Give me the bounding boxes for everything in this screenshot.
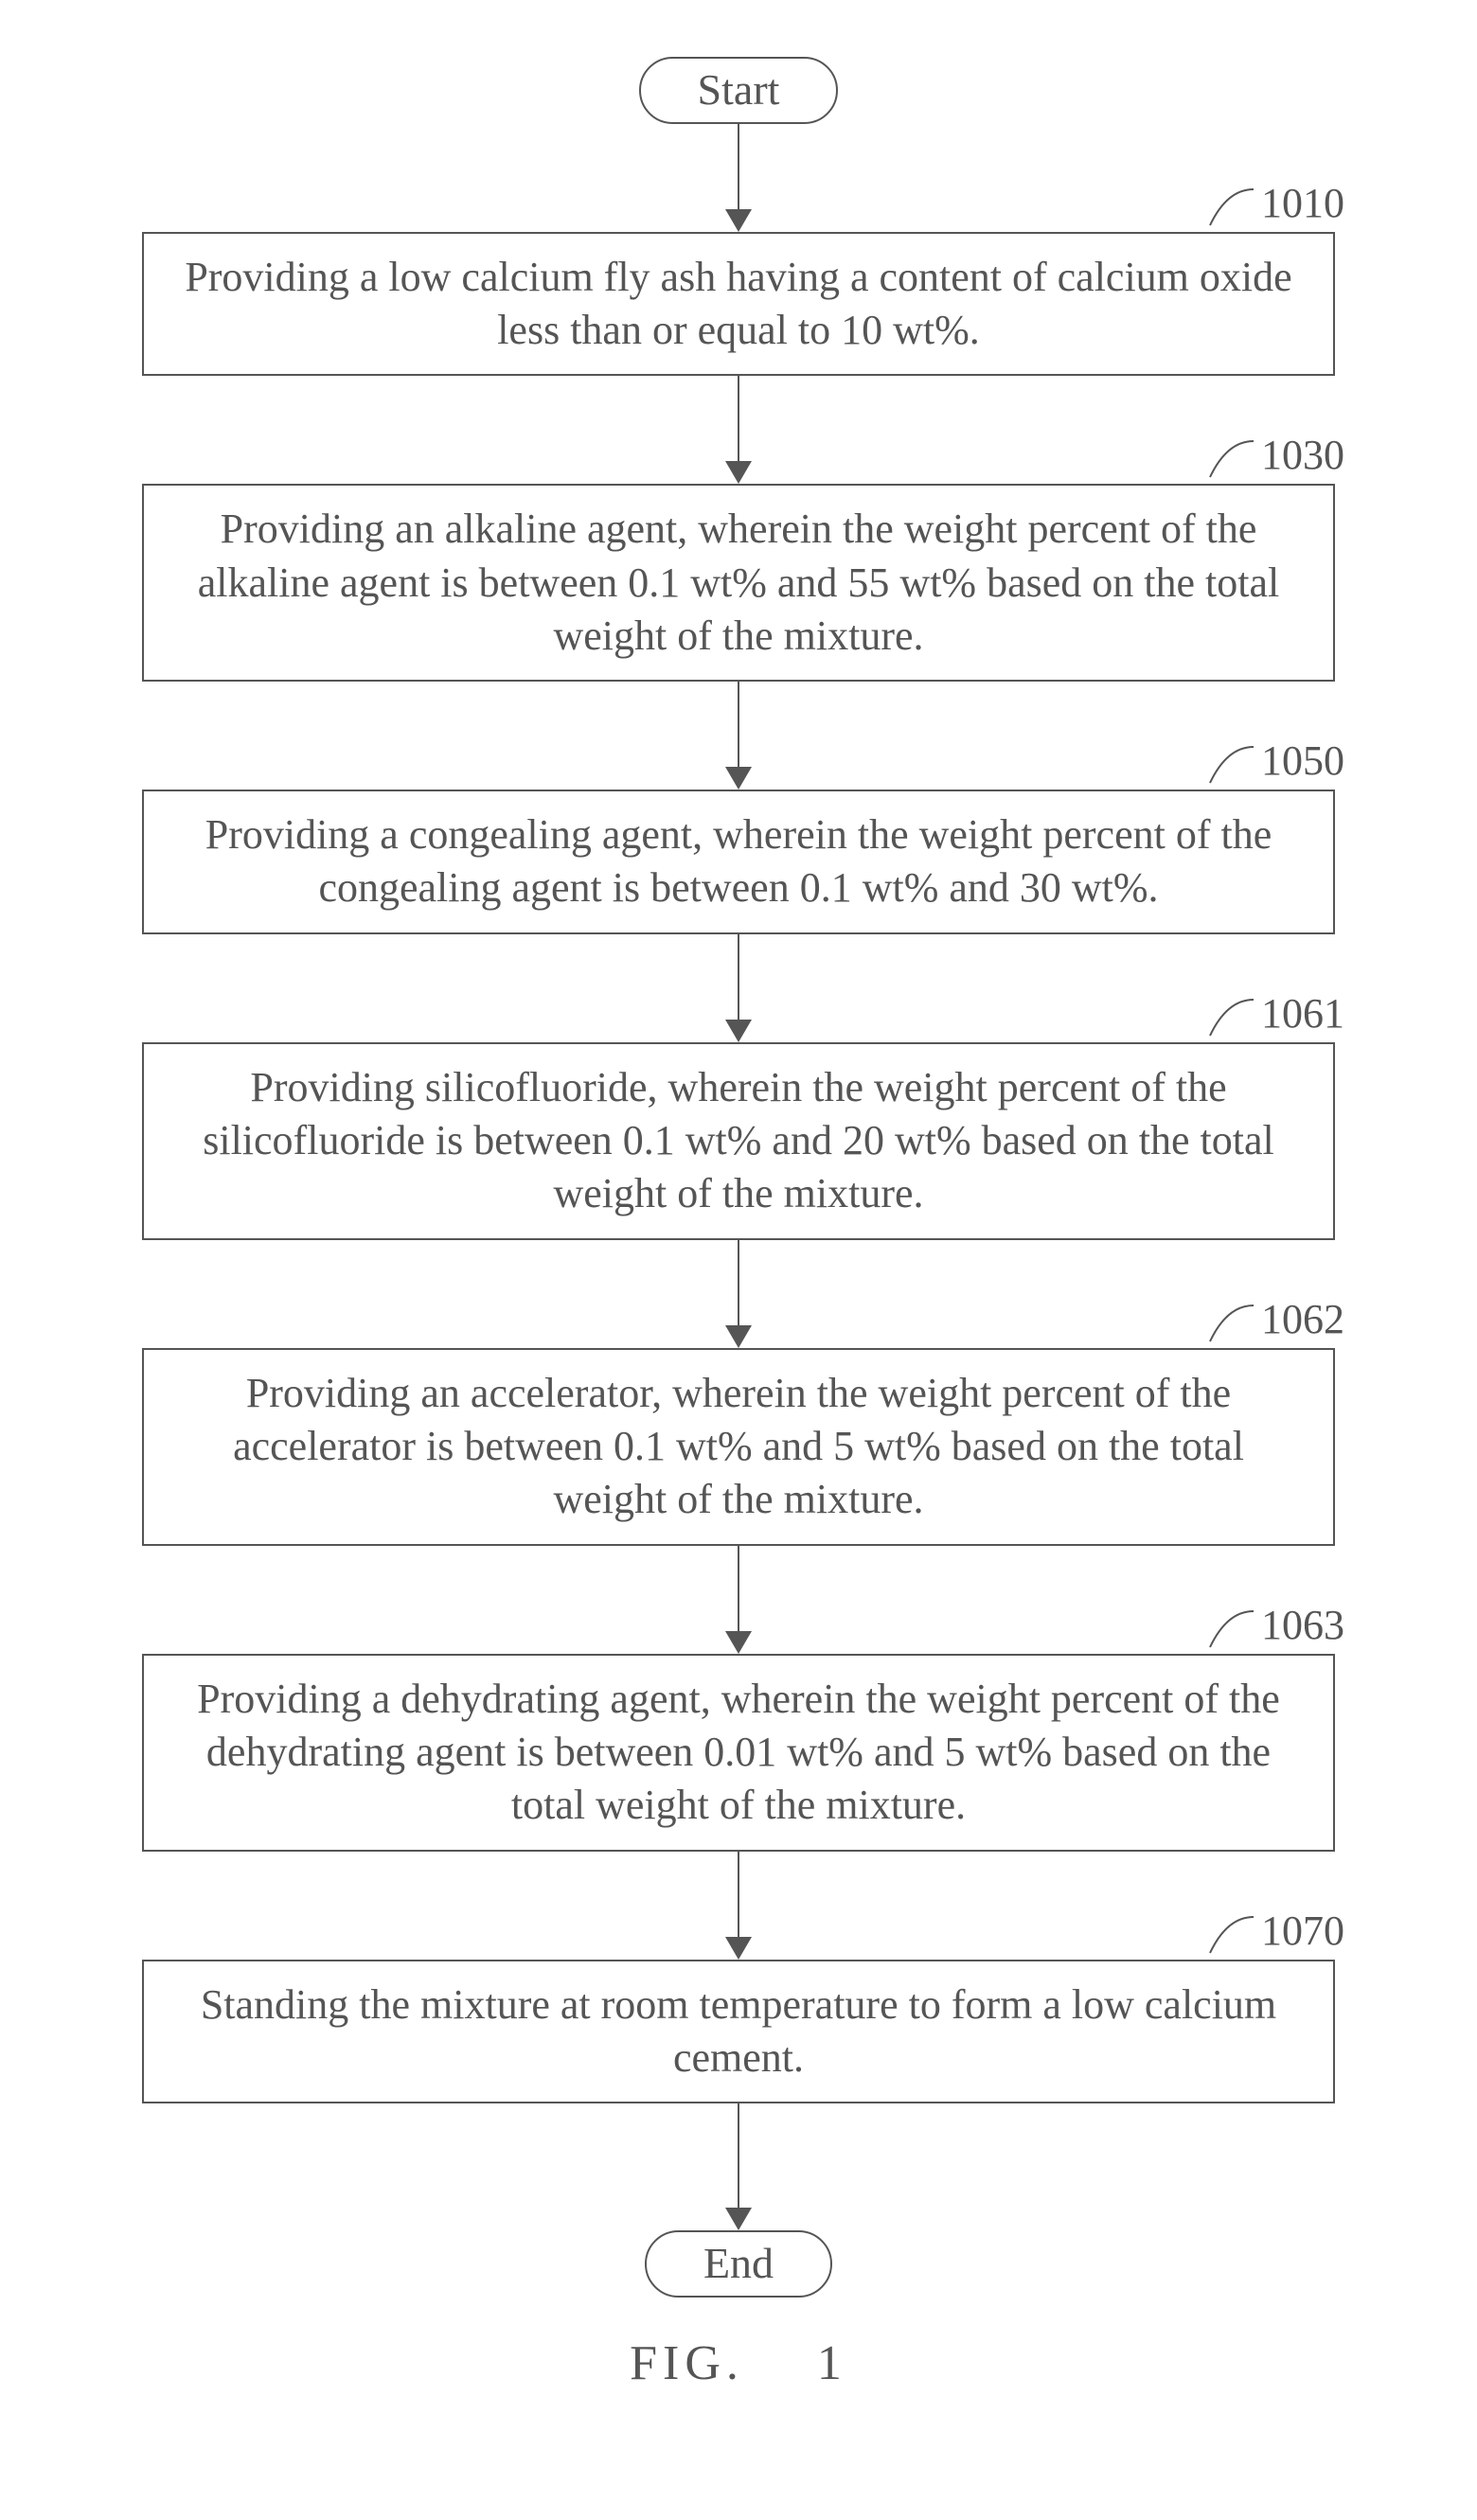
step-ref-label: 1063	[1208, 1601, 1344, 1649]
step-wrap: 1070 Standing the mixture at room temper…	[142, 1960, 1335, 2104]
arrow-head	[725, 1631, 752, 1654]
arrow-shaft	[738, 2103, 739, 2208]
flowchart-container: Start 1010 Providing a low calcium fly a…	[0, 57, 1477, 2391]
step-ref-text: 1070	[1261, 1907, 1344, 1955]
arrow-head	[725, 1937, 752, 1960]
step-ref-label: 1030	[1208, 431, 1344, 479]
step-text: Providing an alkaline agent, wherein the…	[198, 506, 1279, 659]
label-hook	[1208, 1609, 1255, 1649]
step-ref-text: 1061	[1261, 989, 1344, 1038]
arrow-head	[725, 209, 752, 232]
start-terminator: Start	[639, 57, 839, 124]
step-wrap: 1050 Providing a congealing agent, where…	[142, 790, 1335, 934]
step-text: Providing a dehydrating agent, wherein t…	[197, 1676, 1280, 1829]
figure-caption-text: FIG. 1	[630, 2336, 847, 2390]
step-ref-label: 1070	[1208, 1907, 1344, 1955]
step-ref-text: 1063	[1261, 1601, 1344, 1649]
end-terminator: End	[645, 2230, 832, 2298]
step-box: Providing a dehydrating agent, wherein t…	[142, 1654, 1335, 1852]
step-ref-label: 1050	[1208, 736, 1344, 785]
step-wrap: 1061 Providing silicofluoride, wherein t…	[142, 1042, 1335, 1240]
step-ref-text: 1062	[1261, 1295, 1344, 1343]
step-box: Providing silicofluoride, wherein the we…	[142, 1042, 1335, 1240]
step-ref-text: 1010	[1261, 179, 1344, 227]
arrow-head	[725, 1325, 752, 1348]
arrow	[725, 1546, 752, 1654]
step-wrap: 1030 Providing an alkaline agent, wherei…	[142, 484, 1335, 682]
step-ref-label: 1010	[1208, 179, 1344, 227]
arrow	[725, 376, 752, 484]
arrow	[725, 682, 752, 790]
figure-caption: FIG. 1	[630, 2335, 847, 2391]
step-box: Providing a congealing agent, wherein th…	[142, 790, 1335, 934]
arrow	[725, 2103, 752, 2230]
step-text: Providing an accelerator, wherein the we…	[233, 1370, 1244, 1523]
step-box: Providing an accelerator, wherein the we…	[142, 1348, 1335, 1546]
step-ref-text: 1030	[1261, 431, 1344, 479]
label-hook	[1208, 1915, 1255, 1955]
arrow-head	[725, 461, 752, 484]
step-ref-text: 1050	[1261, 736, 1344, 785]
end-label: End	[703, 2239, 774, 2287]
step-wrap: 1062 Providing an accelerator, wherein t…	[142, 1348, 1335, 1546]
label-hook	[1208, 998, 1255, 1038]
step-box: Providing an alkaline agent, wherein the…	[142, 484, 1335, 682]
step-wrap: 1010 Providing a low calcium fly ash hav…	[142, 232, 1335, 377]
arrow	[725, 124, 752, 232]
arrow-shaft	[738, 934, 739, 1020]
arrow-shaft	[738, 1546, 739, 1631]
step-text: Standing the mixture at room temperature…	[201, 1981, 1276, 2081]
arrow-shaft	[738, 1240, 739, 1325]
step-text: Providing a congealing agent, wherein th…	[205, 811, 1272, 911]
label-hook	[1208, 1304, 1255, 1343]
step-ref-label: 1061	[1208, 989, 1344, 1038]
arrow-shaft	[738, 376, 739, 461]
arrow-head	[725, 1020, 752, 1042]
arrow-head	[725, 2208, 752, 2230]
arrow	[725, 934, 752, 1042]
arrow-shaft	[738, 682, 739, 767]
step-text: Providing silicofluoride, wherein the we…	[203, 1064, 1274, 1217]
label-hook	[1208, 187, 1255, 227]
arrow	[725, 1240, 752, 1348]
label-hook	[1208, 745, 1255, 785]
arrow-shaft	[738, 1852, 739, 1937]
step-box: Standing the mixture at room temperature…	[142, 1960, 1335, 2104]
arrow	[725, 1852, 752, 1960]
arrow-head	[725, 767, 752, 790]
step-wrap: 1063 Providing a dehydrating agent, wher…	[142, 1654, 1335, 1852]
label-hook	[1208, 439, 1255, 479]
step-text: Providing a low calcium fly ash having a…	[185, 254, 1291, 353]
start-label: Start	[698, 65, 780, 114]
step-box: Providing a low calcium fly ash having a…	[142, 232, 1335, 377]
arrow-shaft	[738, 124, 739, 209]
step-ref-label: 1062	[1208, 1295, 1344, 1343]
